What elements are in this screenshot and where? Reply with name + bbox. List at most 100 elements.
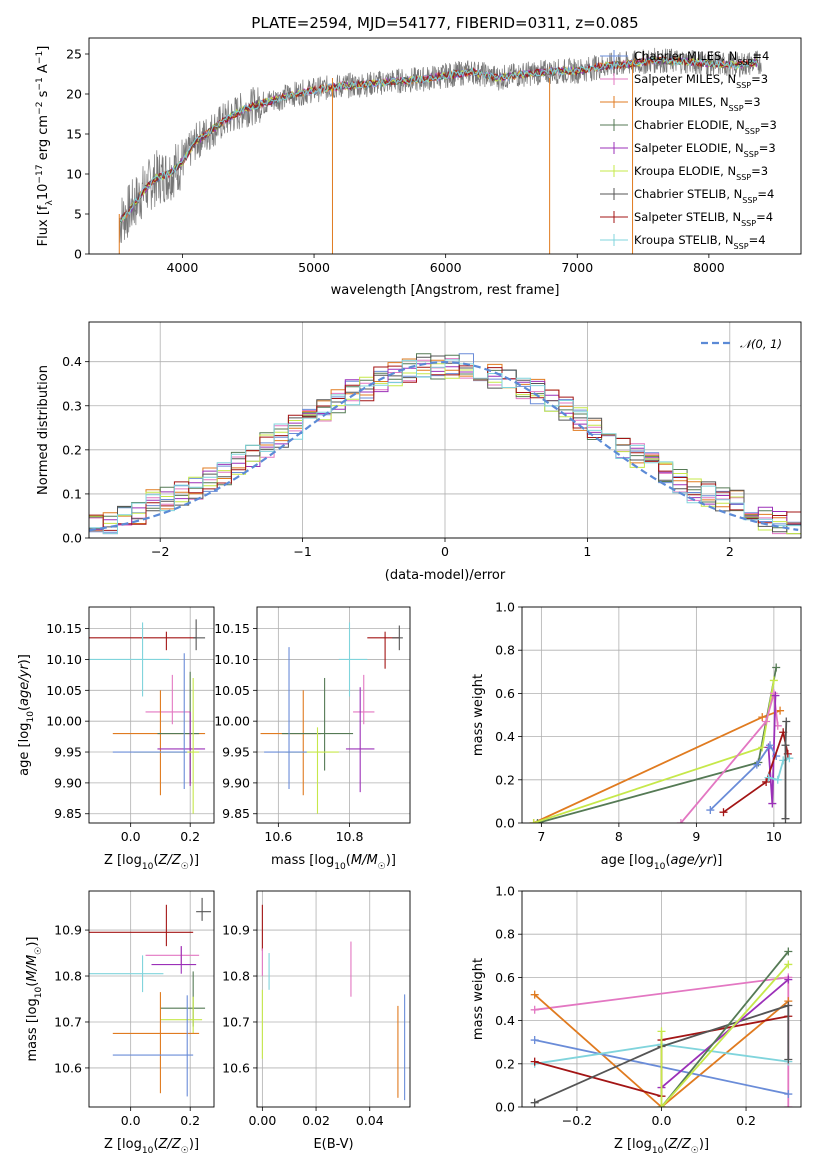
x-tick-label: 0.0 [121, 1113, 141, 1128]
axes-frame [256, 890, 411, 1108]
y-tick-label: 0.6 [495, 970, 515, 985]
weight-marker [762, 777, 771, 786]
y-tick-label: 0.4 [495, 729, 515, 744]
y-tick-label: 0.4 [62, 354, 82, 369]
y-tick-label: 10.9 [54, 923, 82, 938]
legend-entry: Kroupa ELODIE, NSSP=3 [634, 164, 768, 182]
y-tick-label: 10.00 [46, 714, 82, 729]
y-tick-label: 0.0 [62, 531, 82, 546]
y-axis-label: mass [log10(M/M☉)] [25, 937, 44, 1062]
legend-entry: Kroupa STELIB, NSSP=4 [634, 233, 766, 251]
weight-marker [784, 1090, 793, 1099]
weight-line [534, 1004, 790, 1104]
weight-marker [769, 676, 778, 685]
x-tick-label: 8000 [693, 260, 725, 275]
y-tick-label: 10.00 [214, 714, 250, 729]
y-tick-label: 10.6 [222, 1060, 250, 1075]
weight-marker [781, 741, 790, 750]
histogram-group [89, 353, 801, 535]
y-tick-label: 0.6 [495, 686, 515, 701]
weight-marker [676, 819, 685, 823]
weight-line [722, 728, 789, 813]
x-tick-label: 7 [537, 829, 545, 844]
legend-entry: Salpeter ELODIE, NSSP=3 [634, 141, 776, 159]
observed-spectrum [118, 47, 762, 243]
chart-title: PLATE=2594, MJD=54177, FIBERID=0311, z=0… [251, 14, 638, 32]
weight-marker [657, 1103, 666, 1107]
x-tick-label: 10.6 [264, 829, 292, 844]
weight-marker [719, 808, 728, 817]
weight-line [660, 950, 789, 1107]
x-tick-label: 10.8 [336, 829, 364, 844]
x-axis-label: Z [log10(Z/Z☉)] [104, 853, 199, 872]
x-axis-label: Z [log10(Z/Z☉)] [614, 1137, 709, 1156]
y-tick-label: 10 [66, 167, 82, 182]
y-tick-label: 0.0 [495, 816, 515, 831]
x-axis-label: Z [log10(Z/Z☉)] [104, 1137, 199, 1156]
weight-marker [530, 990, 539, 999]
y-tick-label: 10.8 [222, 969, 250, 984]
weight-marker [764, 773, 773, 782]
weight-marker [758, 713, 767, 722]
x-tick-label: 10 [766, 829, 782, 844]
y-tick-label: 9.90 [54, 775, 82, 790]
legend-entry: Salpeter MILES, NSSP=3 [634, 72, 768, 90]
weight-marker [784, 975, 793, 984]
y-tick-label: 0.2 [495, 1056, 515, 1071]
x-tick-label: 2 [726, 544, 734, 559]
x-tick-label: 0.04 [356, 1113, 384, 1128]
y-tick-label: 9.85 [54, 806, 82, 821]
y-tick-label: 0.2 [62, 442, 82, 457]
y-axis-label: Normed distribution [36, 365, 51, 495]
legend-entry: 𝒩(0, 1) [740, 337, 782, 351]
y-tick-label: 10.05 [46, 683, 82, 698]
weight-marker [771, 691, 780, 700]
y-tick-label: 20 [66, 87, 82, 102]
weight-line [660, 963, 789, 1107]
x-tick-label: 9 [692, 829, 700, 844]
weight-marker [762, 717, 771, 726]
weight-marker [752, 760, 761, 769]
errorbar-group [89, 897, 212, 1097]
histogram-step [89, 365, 801, 531]
weight-marker [530, 1057, 539, 1066]
weight-lines-group [530, 947, 793, 1107]
weight-marker [784, 1103, 793, 1107]
x-tick-label: 6000 [430, 260, 462, 275]
y-tick-label: 10.7 [222, 1014, 250, 1029]
axes-frame [256, 606, 411, 824]
x-tick-label: −1 [293, 544, 311, 559]
y-axis-label: mass weight [471, 674, 486, 756]
weight-marker [784, 947, 793, 956]
weight-marker [706, 806, 715, 815]
axes-frame [88, 890, 215, 1108]
y-tick-label: 10.05 [214, 683, 250, 698]
y-tick-label: 10.10 [214, 652, 250, 667]
legend-entry: Kroupa MILES, NSSP=3 [634, 95, 761, 113]
model-fit-line [119, 55, 759, 221]
y-tick-label: 10.15 [46, 621, 82, 636]
y-tick-label: 10.7 [54, 1014, 82, 1029]
y-tick-label: 9.90 [222, 775, 250, 790]
x-axis-label: mass [log10(M/M☉)] [271, 853, 396, 872]
weight-marker [657, 1027, 666, 1036]
y-tick-label: 0.0 [495, 1100, 515, 1115]
y-tick-label: 10.10 [46, 652, 82, 667]
x-tick-label: 0.02 [302, 1113, 330, 1128]
y-tick-label: 10.15 [214, 621, 250, 636]
x-axis-label: age [log10(age/yr)] [601, 853, 723, 872]
weight-marker [533, 819, 542, 823]
axes-frame [521, 890, 802, 1108]
errorbar-group [260, 622, 403, 814]
weight-lines-group [529, 663, 794, 823]
x-tick-label: −2 [151, 544, 169, 559]
x-tick-label: −0.2 [562, 1113, 592, 1128]
x-tick-label: 0.0 [121, 829, 141, 844]
y-tick-label: 0.1 [62, 486, 82, 501]
x-tick-label: 1 [583, 544, 591, 559]
x-tick-label: 0 [441, 544, 449, 559]
weight-marker [781, 814, 790, 823]
x-axis-label: E(B-V) [313, 1137, 353, 1152]
y-tick-label: 9.95 [222, 745, 250, 760]
weight-marker [530, 1036, 539, 1045]
